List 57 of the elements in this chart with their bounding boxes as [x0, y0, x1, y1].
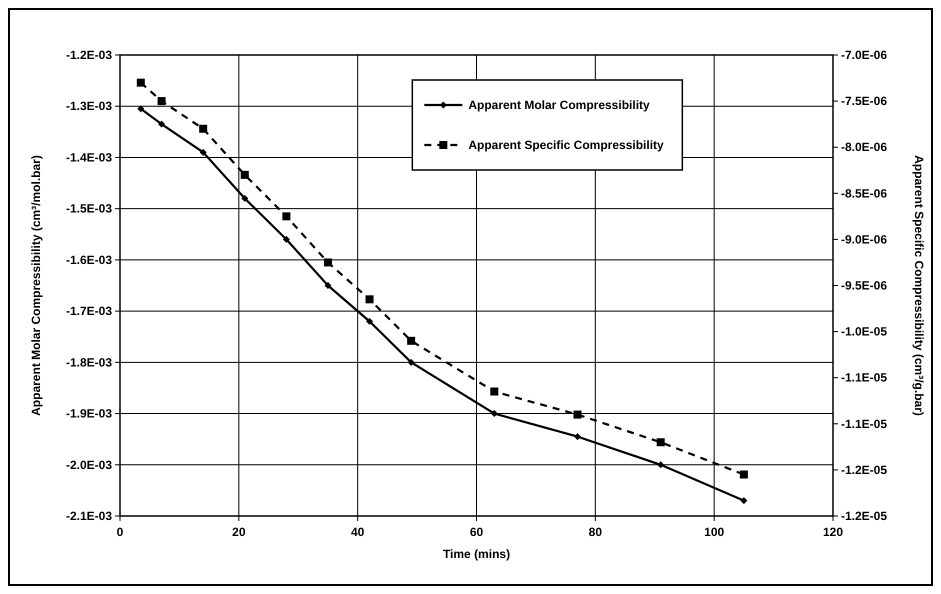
y-tick-label: -1.8E-03 [66, 355, 112, 370]
point [574, 433, 582, 440]
point [241, 194, 248, 202]
point [657, 461, 664, 468]
y-tick-label: -1.4E-03 [66, 150, 112, 164]
point [136, 78, 145, 87]
y-tick-label: -2.0E-03 [66, 458, 112, 472]
point [324, 258, 332, 266]
legend-label: Apparent Specific Compressibility [468, 138, 664, 152]
x-tick-label: 120 [822, 525, 844, 539]
x-tick-label: 80 [588, 525, 602, 539]
x-tick-label: 60 [470, 525, 484, 539]
y-axis-title: Apparent Molar Compressibility (cm³/mol.bar) [29, 155, 43, 416]
point [324, 282, 332, 289]
point [282, 236, 290, 243]
point [490, 410, 498, 418]
point [158, 97, 166, 106]
x-tick-label: 0 [116, 525, 124, 539]
y2-tick-label: -1.1E-05 [841, 370, 888, 385]
y2-tick-label: -8.0E-06 [841, 140, 888, 154]
y2-tick-label: -9.5E-06 [841, 278, 888, 292]
point [490, 388, 498, 396]
point [656, 438, 665, 446]
legend-label: Apparent Molar Compressibility [468, 98, 650, 112]
y2-tick-label: -7.0E-06 [841, 48, 888, 62]
y2-tick-label: -7.5E-06 [841, 94, 888, 108]
y-tick-label: -2.1E-03 [66, 509, 112, 523]
y2-tick-label: -1.2E-05 [841, 509, 888, 523]
point [137, 105, 144, 112]
x-tick-label: 100 [704, 525, 724, 539]
point [740, 497, 748, 504]
y-tick-label: -1.6E-03 [66, 252, 112, 267]
y-tick-label: -1.5E-03 [66, 202, 112, 216]
point [408, 358, 415, 366]
y-tick-label: -1.2E-03 [66, 48, 112, 62]
point [366, 318, 374, 325]
y2-tick-label: -9.0E-06 [841, 232, 888, 246]
point [740, 470, 748, 479]
point [158, 120, 166, 128]
y-tick-label: -1.3E-03 [66, 99, 112, 114]
point [240, 170, 249, 179]
point [574, 410, 582, 419]
y-tick-label: -1.7E-03 [66, 304, 112, 318]
x-tick-label: 20 [232, 525, 246, 539]
x-axis-title: Time (mins) [442, 547, 510, 561]
y2-tick-label: -1.0E-05 [841, 324, 888, 339]
y2-tick-label: -1.1E-05 [841, 416, 888, 431]
y-tick-label: -1.9E-03 [66, 406, 112, 421]
point [407, 336, 416, 345]
y2-axis-title: Apparent Specific Compressibility (cm³/g.bar) [912, 155, 926, 416]
point [200, 148, 207, 156]
point [282, 212, 290, 220]
x-tick-label: 40 [350, 525, 365, 539]
y2-tick-label: -1.2E-05 [841, 462, 888, 477]
point [199, 124, 208, 133]
point [366, 295, 374, 304]
y2-tick-label: -8.5E-06 [841, 186, 888, 200]
